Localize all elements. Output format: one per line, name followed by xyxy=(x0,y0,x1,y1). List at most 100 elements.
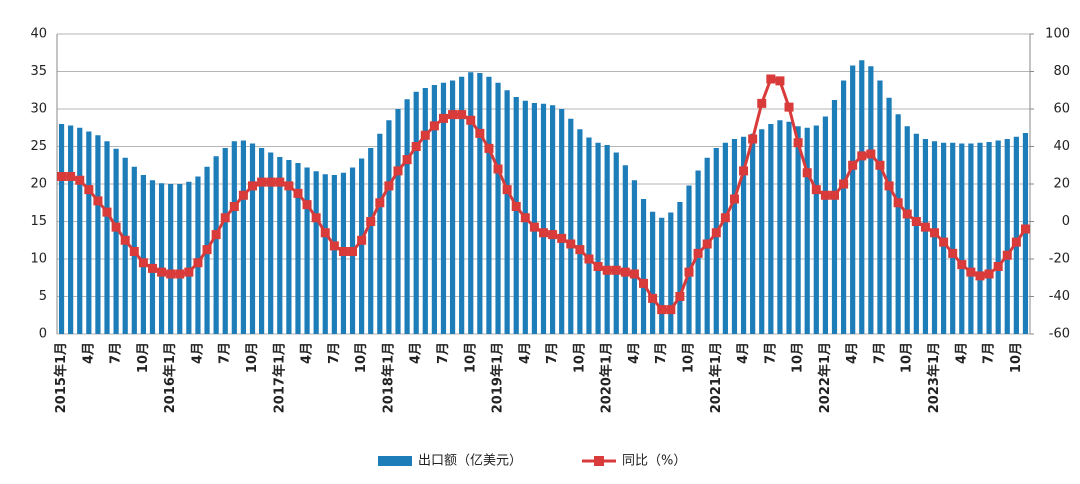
marker xyxy=(948,248,958,258)
marker xyxy=(539,228,548,238)
marker xyxy=(357,235,367,245)
marker xyxy=(402,155,412,165)
x-tick-label: 2022年1月 xyxy=(817,342,833,413)
x-tick-label: 2018年1月 xyxy=(380,342,396,413)
bar xyxy=(449,80,456,334)
marker xyxy=(466,115,476,125)
x-tick-label: 2016年1月 xyxy=(162,342,178,413)
y-tick-label: 25 xyxy=(30,139,47,154)
marker xyxy=(375,198,385,208)
bar xyxy=(504,90,510,334)
bar xyxy=(713,148,719,334)
marker xyxy=(329,241,339,251)
bar xyxy=(249,143,256,334)
marker xyxy=(739,166,749,176)
marker xyxy=(548,230,558,240)
marker xyxy=(793,138,803,148)
x-tick-label: 10月 xyxy=(1009,342,1024,373)
bar xyxy=(768,124,774,334)
marker xyxy=(93,196,103,206)
bar xyxy=(531,103,538,334)
x-tick-label: 7月 xyxy=(763,342,778,364)
y-tick-label: 30 xyxy=(30,102,47,117)
x-tick-label: 10月 xyxy=(572,342,587,373)
x-tick-label: 4月 xyxy=(300,342,315,364)
marker xyxy=(248,181,258,191)
x-tick-label: 10月 xyxy=(136,342,151,373)
marker xyxy=(620,267,630,277)
marker xyxy=(384,181,394,191)
marker xyxy=(502,185,512,195)
bar xyxy=(913,133,919,334)
marker xyxy=(648,293,658,303)
marker xyxy=(202,245,212,255)
marker xyxy=(166,269,176,279)
marker xyxy=(848,160,858,170)
bar xyxy=(213,156,219,334)
y2-tick-label: 40 xyxy=(1053,139,1070,154)
marker xyxy=(147,263,157,273)
bar xyxy=(413,91,419,334)
x-tick-label: 4月 xyxy=(518,342,533,364)
legend-swatch xyxy=(594,456,605,466)
bar xyxy=(740,136,747,334)
bar xyxy=(513,97,519,334)
bar xyxy=(113,148,119,334)
legend-swatch xyxy=(378,456,412,466)
bar xyxy=(95,135,101,334)
marker xyxy=(257,177,267,187)
bar xyxy=(395,109,401,334)
x-tick-label: 4月 xyxy=(736,342,751,364)
marker xyxy=(911,217,921,226)
bar xyxy=(868,66,874,334)
bar xyxy=(786,121,792,334)
marker xyxy=(748,134,758,144)
marker xyxy=(311,213,321,223)
x-tick-label: 7月 xyxy=(872,342,887,364)
bar xyxy=(922,139,929,334)
marker xyxy=(629,269,639,279)
bar xyxy=(104,141,110,334)
bar xyxy=(277,157,283,334)
marker xyxy=(393,166,403,176)
bar xyxy=(440,82,447,334)
y-tick-label: 5 xyxy=(39,289,47,304)
bar xyxy=(331,175,337,334)
x-tick-label: 2019年1月 xyxy=(490,342,506,413)
bar xyxy=(959,143,965,334)
y-tick-label: 15 xyxy=(30,214,47,229)
bar xyxy=(313,171,319,334)
bar xyxy=(950,142,956,334)
bar xyxy=(322,174,328,334)
marker xyxy=(575,245,585,255)
x-tick-label: 4月 xyxy=(627,342,642,364)
marker xyxy=(511,202,521,211)
bar xyxy=(677,202,683,334)
x-tick-label: 7月 xyxy=(654,342,669,364)
marker xyxy=(457,110,467,120)
marker xyxy=(493,164,503,174)
bar xyxy=(804,127,810,334)
marker xyxy=(66,172,76,181)
marker xyxy=(475,128,485,138)
bar xyxy=(1004,139,1010,334)
bar xyxy=(895,114,901,334)
marker xyxy=(666,305,676,315)
marker xyxy=(157,267,167,277)
marker xyxy=(238,190,248,200)
x-tick-label: 4月 xyxy=(81,342,96,364)
marker xyxy=(266,177,276,187)
marker xyxy=(438,113,448,123)
bar xyxy=(468,72,474,334)
marker xyxy=(857,151,867,161)
marker xyxy=(639,278,649,288)
marker xyxy=(820,190,830,200)
marker xyxy=(348,247,358,256)
marker xyxy=(484,143,494,153)
marker xyxy=(1020,224,1030,234)
marker xyxy=(1002,250,1012,260)
bar xyxy=(686,185,692,334)
bar xyxy=(904,126,910,334)
bar xyxy=(622,165,628,334)
